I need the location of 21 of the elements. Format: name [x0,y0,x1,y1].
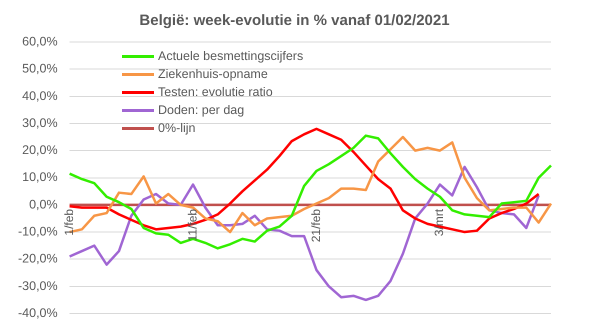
y-tick-label: 40,0% [22,88,58,103]
y-tick-label: 30,0% [22,116,58,130]
legend-label: Actuele besmettingscijfers [158,49,304,63]
y-tick-label: -20,0% [18,252,58,266]
y-tick-label: -40,0% [18,306,58,320]
y-tick-label: 50,0% [22,62,58,76]
x-tick-label: 11/feb [185,208,200,242]
y-tick-label: 10,0% [22,170,58,184]
y-tick-label: 20,0% [22,143,58,158]
y-tick-label: -30,0% [18,278,58,293]
y-tick-label: -10,0% [18,224,58,239]
y-tick-label: 60,0% [22,34,58,48]
legend-label: Testen: evolutie ratio [158,85,273,99]
x-tick-label: 1/feb [62,208,76,236]
legend-label: Ziekenhuis-opname [158,67,268,81]
legend-label: Doden: per dag [158,103,244,117]
y-tick-label: 0,0% [29,197,58,212]
x-tick-label: 21/feb [308,208,323,242]
chart-title: België: week-evolutie in % vanaf 01/02/2021 [138,12,451,29]
x-tick-label: 3/mrt [432,208,446,236]
legend-label: 0%-lijn [158,121,196,135]
